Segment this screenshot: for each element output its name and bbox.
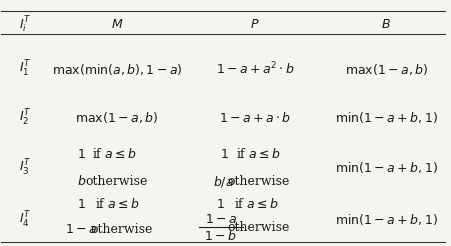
Text: $B$: $B$ <box>381 18 391 31</box>
Text: if $a \leq b$: if $a \leq b$ <box>233 197 278 211</box>
Text: $1-a$: $1-a$ <box>204 214 236 227</box>
Text: $1-b$: $1-b$ <box>204 229 237 243</box>
Text: $1-a$: $1-a$ <box>65 223 97 236</box>
Text: $I_i^T$: $I_i^T$ <box>19 14 32 35</box>
Text: $\min(1-a+b,1)$: $\min(1-a+b,1)$ <box>334 160 437 175</box>
Text: $b$: $b$ <box>77 174 86 188</box>
Text: $1-a+a^2 \cdot b$: $1-a+a^2 \cdot b$ <box>215 61 294 78</box>
Text: if $a \leq b$: if $a \leq b$ <box>94 197 139 211</box>
Text: otherwise: otherwise <box>85 175 147 188</box>
Text: $1$: $1$ <box>77 198 86 211</box>
Text: $1$: $1$ <box>219 148 228 161</box>
Text: $1$: $1$ <box>77 148 86 161</box>
Text: $b/a$: $b/a$ <box>213 174 234 189</box>
Text: $1-a+a \cdot b$: $1-a+a \cdot b$ <box>219 111 290 125</box>
Text: $\min(1-a+b,1)$: $\min(1-a+b,1)$ <box>334 213 437 228</box>
Text: $\max(1-a,b)$: $\max(1-a,b)$ <box>344 62 427 77</box>
Text: $I_2^T$: $I_2^T$ <box>19 108 32 128</box>
Text: $I_1^T$: $I_1^T$ <box>19 59 32 79</box>
Text: $I_3^T$: $I_3^T$ <box>19 158 32 178</box>
Text: otherwise: otherwise <box>90 223 152 236</box>
Text: if $a \leq b$: if $a \leq b$ <box>92 147 137 161</box>
Text: otherwise: otherwise <box>227 175 289 188</box>
Text: $P$: $P$ <box>250 18 259 31</box>
Text: if $a \leq b$: if $a \leq b$ <box>236 147 281 161</box>
Text: $M$: $M$ <box>110 18 123 31</box>
Text: otherwise: otherwise <box>227 221 289 234</box>
Text: $\min(1-a+b,1)$: $\min(1-a+b,1)$ <box>334 110 437 125</box>
Text: $1$: $1$ <box>216 198 225 211</box>
Text: $I_4^T$: $I_4^T$ <box>19 210 32 230</box>
Text: $\max(\min(a,b),1-a)$: $\max(\min(a,b),1-a)$ <box>52 62 182 77</box>
Text: $\max(1-a,b)$: $\max(1-a,b)$ <box>75 110 158 125</box>
